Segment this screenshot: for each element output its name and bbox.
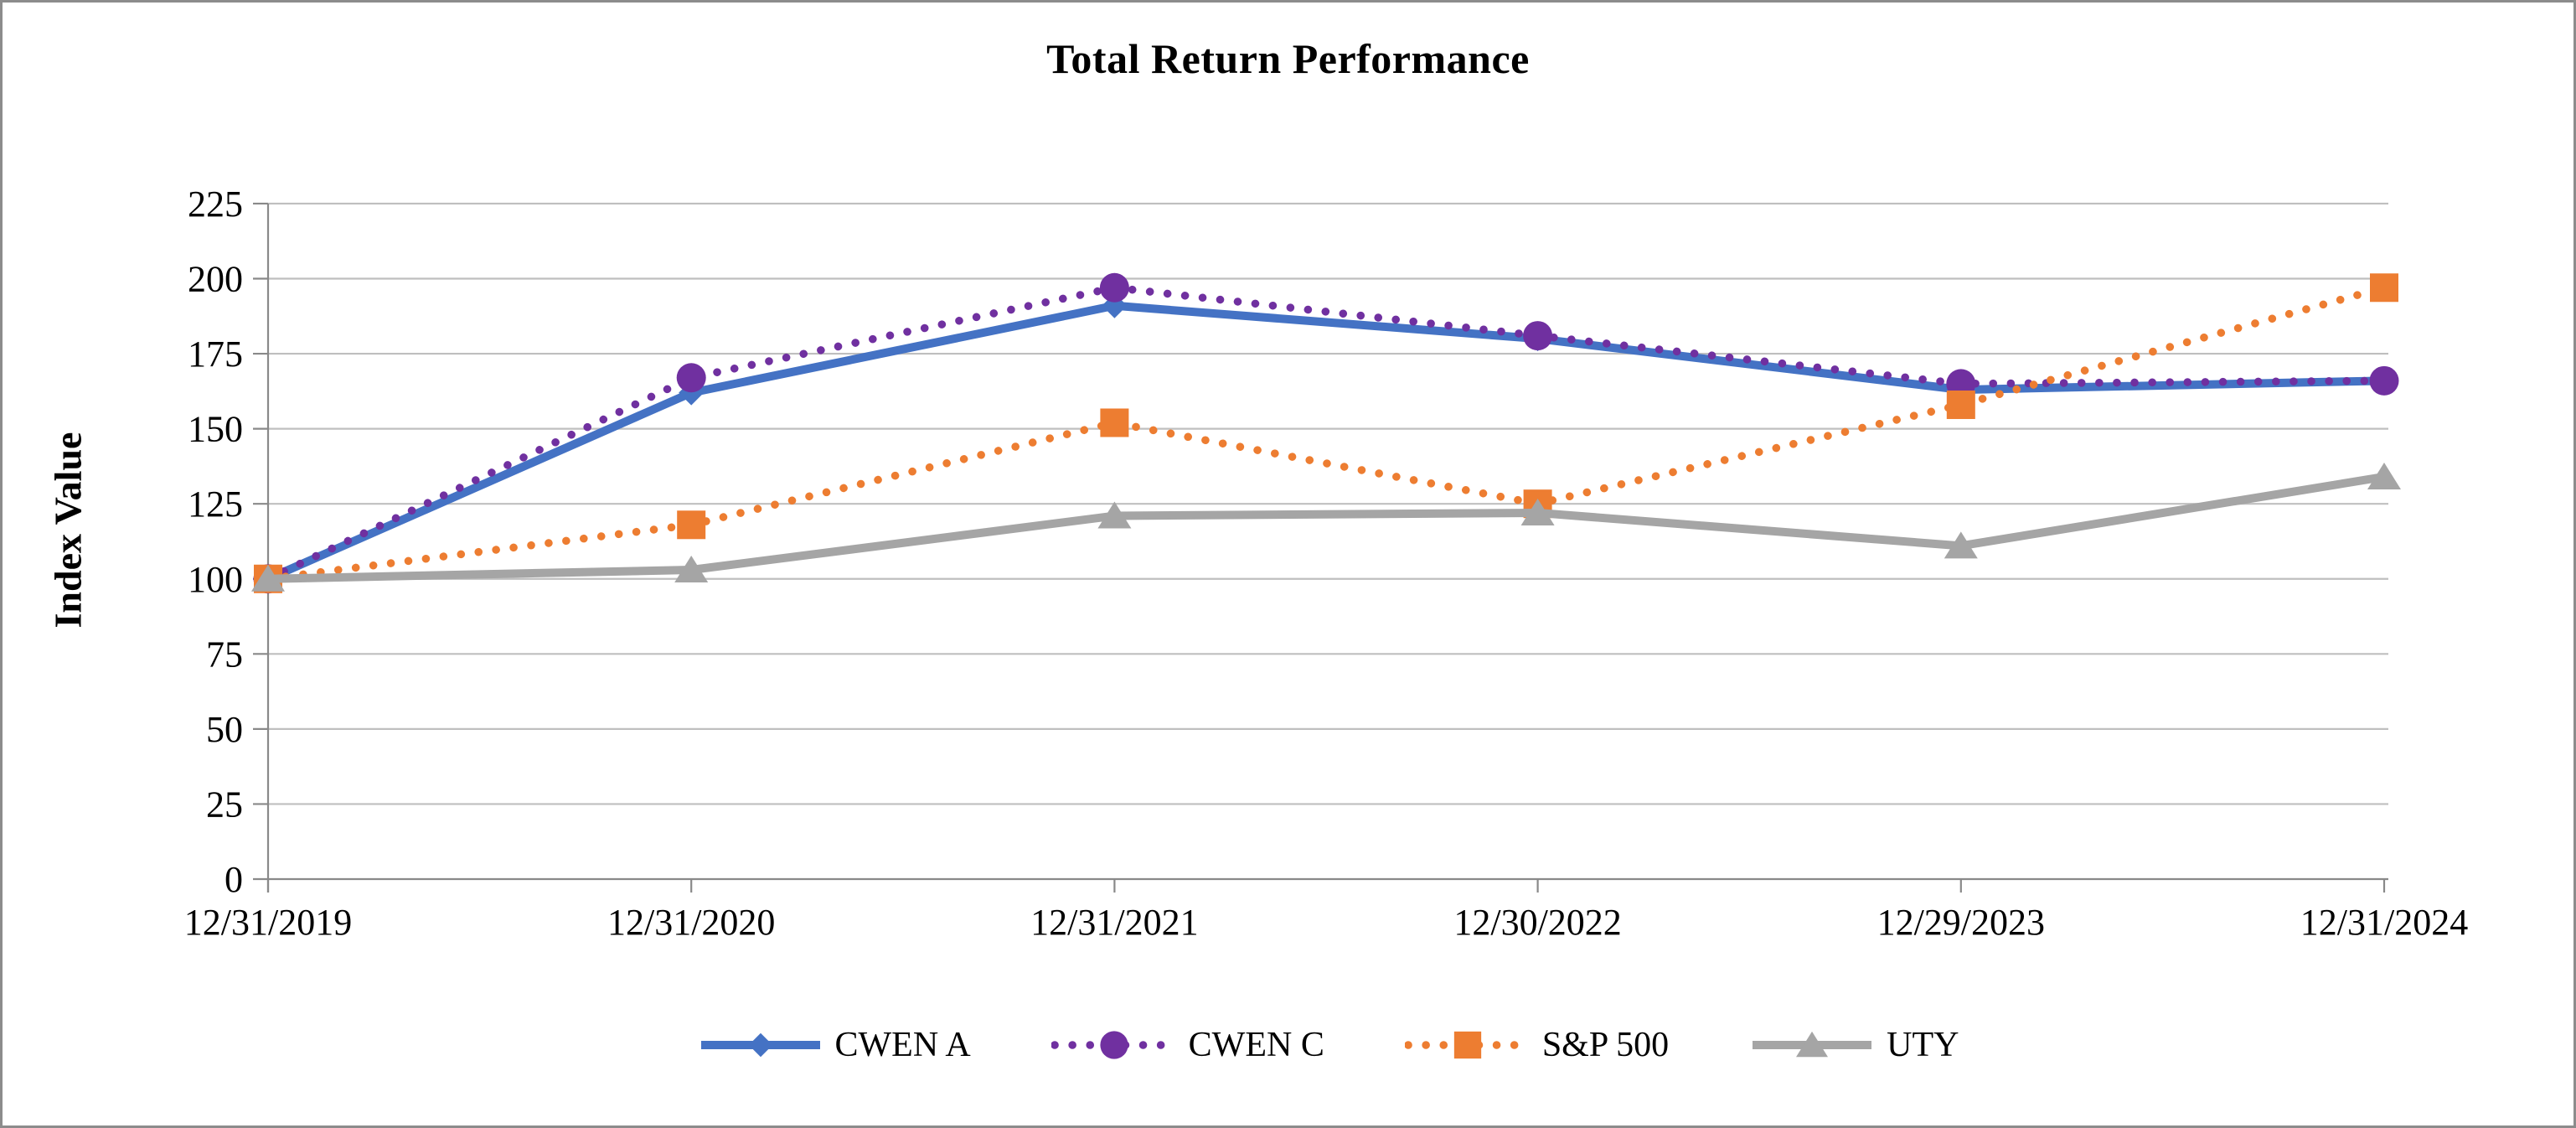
x-tick-label-1: 12/31/2020 [607, 902, 775, 943]
legend-item-sp500: S&P 500 [1404, 1023, 1670, 1067]
y-tick-label-150: 150 [188, 409, 243, 450]
x-tick-label-2: 12/31/2021 [1030, 902, 1198, 943]
plot-area: 0 25 50 75 100 125 150 175 200 225 12/31/2019 12/31… [184, 184, 2468, 943]
legend: CWEN A CWEN C S&P 500 UTY [268, 1023, 2388, 1067]
legend-swatch-sp500 [1404, 1031, 1531, 1059]
y-tick-label-125: 125 [188, 484, 243, 525]
x-tick-label-4: 12/29/2023 [1877, 902, 2045, 943]
chart-title: Total Return Performance [1046, 35, 1530, 82]
y-tick-label-200: 200 [188, 259, 243, 300]
y-tick-label-0: 0 [225, 859, 243, 900]
series-cwen-a [256, 292, 2397, 592]
legend-label-cwen-a: CWEN A [834, 1026, 971, 1064]
y-tick-label-50: 50 [206, 709, 243, 750]
x-tick-label-3: 12/30/2022 [1453, 902, 1621, 943]
legend-item-cwen-c: CWEN C [1051, 1023, 1324, 1067]
legend-item-cwen-a: CWEN A [698, 1023, 971, 1067]
legend-swatch-cwen-a [700, 1032, 820, 1058]
y-tick-label-175: 175 [188, 334, 243, 375]
legend-swatch-cwen-c [1051, 1031, 1177, 1059]
y-tick-label-75: 75 [206, 634, 243, 675]
legend-item-uty: UTY [1749, 1023, 1959, 1067]
x-tick-label-5: 12/31/2024 [2300, 902, 2468, 943]
legend-label-sp500: S&P 500 [1541, 1026, 1670, 1064]
y-tick-label-225: 225 [188, 184, 243, 225]
x-tick-label-0: 12/31/2019 [184, 902, 352, 943]
series-uty [251, 462, 2401, 592]
legend-label-cwen-c: CWEN C [1188, 1026, 1324, 1064]
legend-label-uty: UTY [1887, 1026, 1959, 1064]
y-tick-label-100: 100 [188, 559, 243, 600]
legend-swatch-uty [1753, 1031, 1872, 1058]
y-tick-label-25: 25 [206, 784, 243, 825]
